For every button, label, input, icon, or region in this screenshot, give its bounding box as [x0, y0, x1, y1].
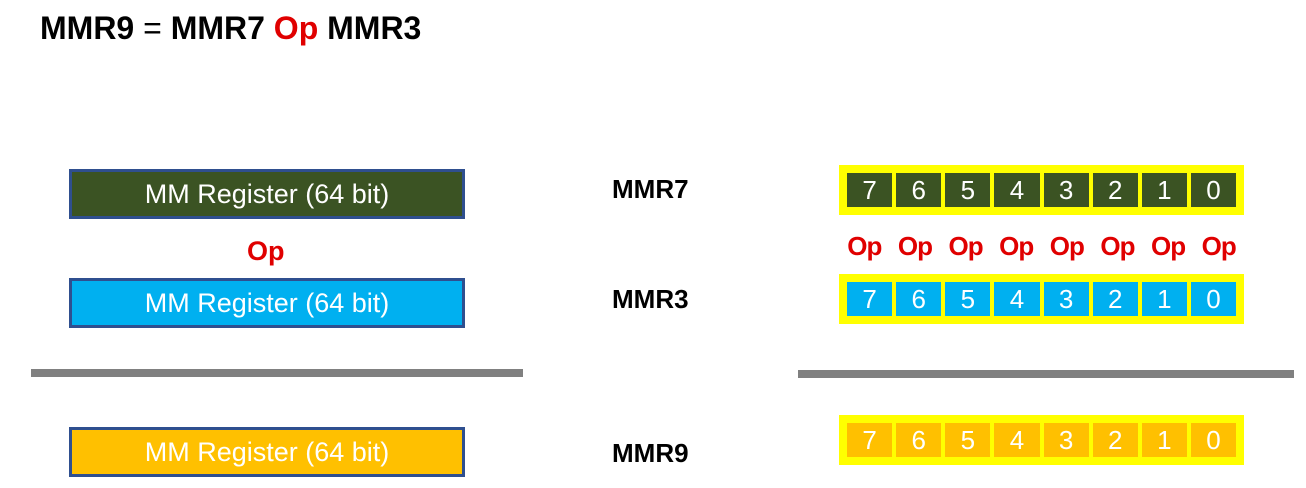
- lane-cell: 6: [896, 173, 942, 207]
- lane-ops-row: Op Op Op Op Op Op Op Op: [839, 231, 1244, 262]
- lane-op: Op: [1049, 231, 1085, 261]
- lane-cell: 6: [896, 423, 942, 457]
- register-box-mmr3: MM Register (64 bit): [69, 278, 465, 328]
- op-label-left: Op: [247, 236, 285, 266]
- lane-cell: 7: [847, 282, 893, 316]
- lane-cell: 2: [1092, 423, 1138, 457]
- lane-cell: 4: [994, 173, 1040, 207]
- lane-cell: 4: [994, 282, 1040, 316]
- lane-cell: 6: [896, 282, 942, 316]
- lane-cell: 3: [1043, 282, 1089, 316]
- lane-op: Op: [948, 231, 984, 261]
- divider-right: [798, 370, 1294, 378]
- lane-cell: 3: [1043, 173, 1089, 207]
- lane-op: Op: [1151, 231, 1186, 261]
- lane-cell: 2: [1092, 282, 1138, 316]
- lane-cell: 1: [1141, 282, 1187, 316]
- lane-cell: 3: [1043, 423, 1089, 457]
- lane-op: Op: [999, 231, 1034, 261]
- register-box-mmr9: MM Register (64 bit): [69, 427, 465, 477]
- equation-title: MMR9 = MMR7 Op MMR3: [40, 8, 421, 48]
- register-box-mmr7: MM Register (64 bit): [69, 169, 465, 219]
- lanes-mmr7: 7 6 5 4 3 2 1 0: [839, 165, 1244, 215]
- lane-cell: 0: [1190, 423, 1236, 457]
- title-op: Op: [273, 10, 319, 46]
- lane-op: Op: [897, 231, 933, 261]
- lane-cell: 7: [847, 423, 893, 457]
- lanes-mmr3: 7 6 5 4 3 2 1 0: [839, 274, 1244, 324]
- title-rhs1: MMR7: [170, 10, 265, 46]
- lane-op: Op: [1201, 231, 1237, 261]
- lane-op: Op: [1100, 231, 1135, 261]
- lane-cell: 7: [847, 173, 893, 207]
- lane-cell: 2: [1092, 173, 1138, 207]
- divider-left: [31, 369, 523, 377]
- lane-cell: 5: [945, 173, 991, 207]
- lane-cell: 1: [1141, 423, 1187, 457]
- lane-cell: 0: [1190, 282, 1236, 316]
- lane-cell: 5: [945, 282, 991, 316]
- title-lhs: MMR9: [40, 10, 135, 46]
- lane-cell: 1: [1141, 173, 1187, 207]
- register-name-mmr9: MMR9: [612, 438, 689, 468]
- lane-cell: 5: [945, 423, 991, 457]
- register-name-mmr3: MMR3: [612, 284, 689, 314]
- lane-cell: 4: [994, 423, 1040, 457]
- register-box-label: MM Register (64 bit): [144, 287, 390, 318]
- lanes-mmr9: 7 6 5 4 3 2 1 0: [839, 415, 1244, 465]
- title-equals: =: [143, 10, 162, 46]
- lane-op: Op: [847, 231, 882, 261]
- title-rhs2: MMR3: [327, 10, 422, 46]
- register-box-label: MM Register (64 bit): [144, 178, 390, 209]
- lane-cell: 0: [1190, 173, 1236, 207]
- register-box-label: MM Register (64 bit): [144, 436, 390, 467]
- register-name-mmr7: MMR7: [612, 174, 689, 204]
